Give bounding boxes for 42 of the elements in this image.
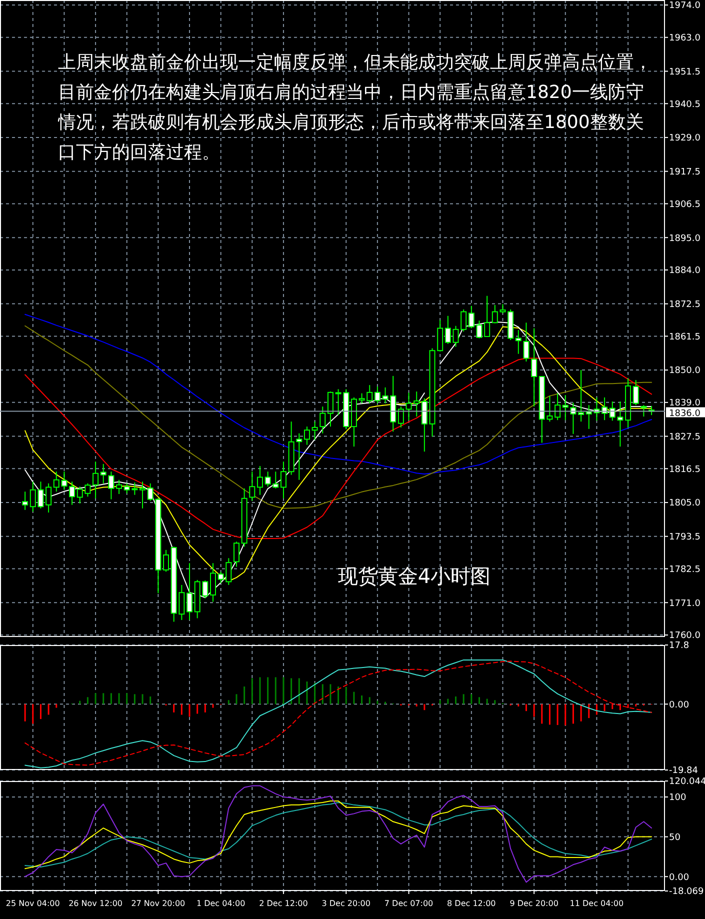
line-series (24, 785, 652, 883)
x-tick-label: 25 Nov 04:00 (6, 899, 60, 908)
x-tick-label: 3 Dec 20:00 (322, 899, 370, 908)
ref-line-label: 1836.0 (669, 408, 701, 419)
line-series (24, 325, 652, 509)
x-tick-label: 7 Dec 07:00 (384, 899, 434, 908)
y-tick-label: 1816.5 (669, 464, 700, 475)
y-tick-label: 1929.0 (669, 134, 701, 144)
x-tick-label: 1 Dec 04:00 (196, 899, 246, 908)
y-tick-label: 1917.5 (669, 168, 700, 178)
line-series (24, 314, 652, 474)
x-tick-label: 27 Nov 20:00 (131, 899, 186, 908)
y-tick-label: 1884.0 (669, 266, 701, 276)
y-tick-label: 1906.5 (669, 200, 700, 210)
y-tick-label: 1940.5 (669, 100, 700, 110)
y-tick-label: -19.84 (669, 766, 698, 776)
y-tick-label: 0.00 (669, 872, 690, 883)
y-tick-label: 1782.5 (669, 564, 700, 575)
y-tick-label: 17.8 (669, 641, 690, 652)
y-tick-label: 1872.5 (669, 300, 700, 310)
x-tick-label: 26 Nov 12:00 (68, 899, 123, 908)
y-tick-label: 1963.0 (669, 34, 701, 44)
y-tick-label: 50 (669, 832, 681, 843)
y-tick-label: 100 (669, 793, 686, 804)
x-tick-label: 9 Dec 20:00 (510, 899, 558, 908)
y-tick-label: 1951.5 (669, 67, 700, 78)
y-tick-label: 1805.0 (669, 498, 701, 509)
title: 现货黄金4小时图 (338, 564, 491, 588)
y-tick-label: 1760.0 (669, 631, 701, 642)
y-tick-label: 1771.0 (669, 598, 701, 609)
x-tick-label: 11 Dec 04:00 (570, 899, 624, 908)
y-tick-label: 1827.5 (669, 432, 700, 442)
x-tick-label: 2 Dec 12:00 (259, 899, 308, 908)
y-tick-label: 1895.0 (669, 234, 701, 244)
y-tick-label: 1861.5 (669, 332, 700, 342)
y-tick-label: -18.069 (669, 887, 704, 898)
y-tick-label: 1850.0 (669, 366, 701, 376)
y-tick-label: 1839.0 (669, 398, 701, 409)
x-tick-label: 8 Dec 12:00 (447, 899, 496, 908)
y-tick-label: 1793.5 (669, 532, 700, 543)
y-tick-label: 0.00 (669, 700, 690, 710)
y-tick-label: 1974.0 (669, 1, 701, 12)
